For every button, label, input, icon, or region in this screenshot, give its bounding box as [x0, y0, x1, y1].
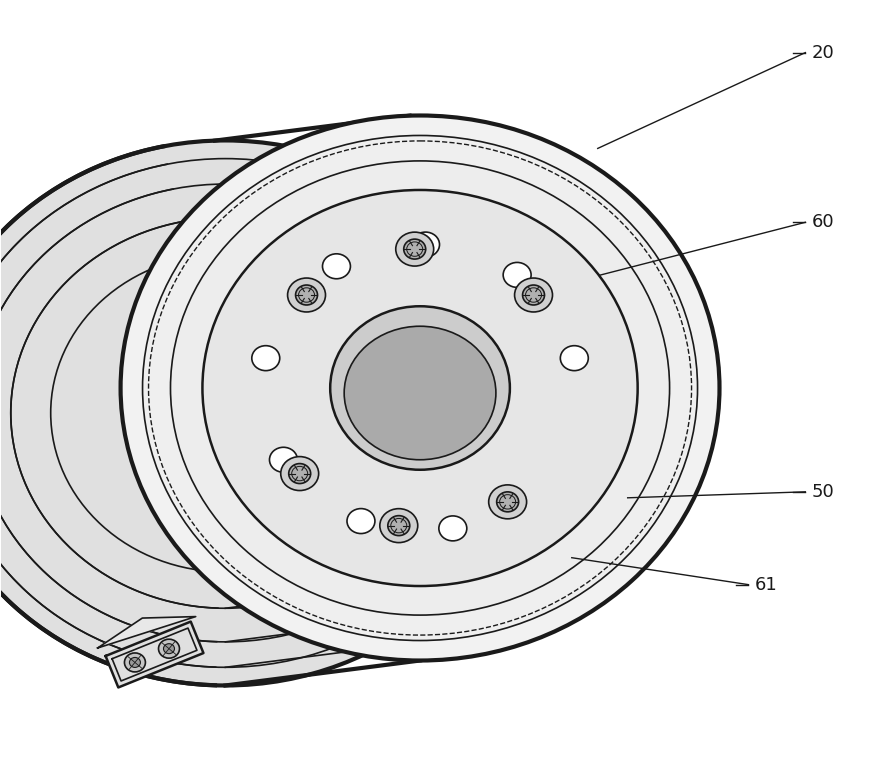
Ellipse shape: [412, 232, 439, 257]
Ellipse shape: [323, 254, 350, 279]
Polygon shape: [97, 617, 195, 648]
Ellipse shape: [129, 657, 141, 667]
Ellipse shape: [270, 448, 297, 472]
Ellipse shape: [522, 285, 545, 305]
Ellipse shape: [252, 346, 279, 371]
Ellipse shape: [331, 306, 510, 470]
Ellipse shape: [503, 263, 531, 287]
Ellipse shape: [380, 509, 418, 542]
Ellipse shape: [0, 141, 525, 685]
Ellipse shape: [287, 278, 325, 312]
Ellipse shape: [142, 135, 697, 640]
Text: 50: 50: [812, 483, 834, 501]
Ellipse shape: [164, 643, 174, 653]
Ellipse shape: [404, 239, 426, 259]
Text: 61: 61: [754, 576, 777, 594]
Ellipse shape: [125, 653, 145, 672]
Ellipse shape: [396, 232, 434, 266]
Ellipse shape: [202, 190, 637, 586]
Ellipse shape: [514, 278, 552, 312]
Ellipse shape: [497, 492, 519, 512]
Ellipse shape: [171, 161, 669, 615]
Ellipse shape: [295, 285, 317, 305]
Text: 60: 60: [812, 214, 834, 232]
Text: 20: 20: [812, 44, 834, 61]
Ellipse shape: [344, 326, 496, 460]
Ellipse shape: [438, 516, 467, 541]
Ellipse shape: [281, 457, 318, 490]
Ellipse shape: [388, 516, 410, 535]
Ellipse shape: [489, 485, 527, 519]
Ellipse shape: [347, 509, 375, 534]
Ellipse shape: [289, 464, 310, 483]
Ellipse shape: [158, 639, 179, 658]
Ellipse shape: [120, 116, 720, 660]
Polygon shape: [105, 622, 203, 688]
Ellipse shape: [560, 346, 588, 371]
